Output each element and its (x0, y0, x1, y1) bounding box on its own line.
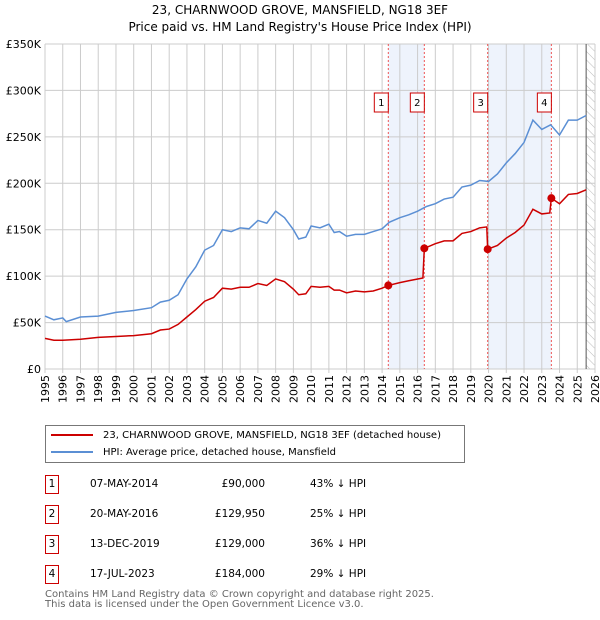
chart-title: 23, CHARNWOOD GROVE, MANSFIELD, NG18 3EF (151, 3, 449, 17)
x-tick-label: 2000 (128, 375, 141, 403)
series-line (44, 189, 587, 341)
y-tick-label: £300K (6, 84, 42, 97)
legend: 23, CHARNWOOD GROVE, MANSFIELD, NG18 3EF… (45, 425, 465, 463)
sale-point (384, 281, 393, 290)
x-tick-label: 2013 (358, 375, 371, 403)
transaction-hpi: 43% ↓ HPI (310, 478, 367, 490)
x-tick-label: 2004 (199, 375, 212, 403)
legend-label: 23, CHARNWOOD GROVE, MANSFIELD, NG18 3EF… (103, 429, 441, 441)
x-tick-label: 2022 (518, 375, 531, 403)
sale-label-box (536, 92, 552, 113)
x-tick-label: 2025 (571, 375, 584, 403)
sale-label-box (473, 92, 489, 113)
transaction-date: 20-MAY-2016 (90, 508, 159, 520)
x-tick-label: 1998 (92, 375, 105, 403)
sale-label: 2 (414, 98, 420, 109)
x-tick-label: 2019 (465, 375, 478, 403)
sale-point (483, 245, 492, 254)
transaction-number: 2 (45, 505, 59, 524)
y-tick-label: £0 (27, 363, 41, 376)
x-tick-label: 2021 (500, 375, 513, 403)
legend-label: HPI: Average price, detached house, Mans… (103, 446, 336, 458)
legend-item-hpi: HPI: Average price, detached house, Mans… (51, 444, 336, 460)
x-tick-label: 2012 (341, 375, 354, 403)
transaction-hpi: 29% ↓ HPI (310, 568, 367, 580)
x-tick-label: 2024 (554, 375, 567, 403)
chart-subtitle: Price paid vs. HM Land Registry's House … (128, 20, 472, 34)
sale-label: 1 (378, 98, 384, 109)
transaction-hpi: 36% ↓ HPI (310, 538, 367, 550)
transaction-row: 3 13-DEC-2019 £129,000 36% ↓ HPI (45, 535, 465, 555)
footer-line: Contains HM Land Registry data © Crown c… (45, 589, 434, 600)
sale-label-box (409, 92, 425, 113)
transaction-row: 1 07-MAY-2014 £90,000 43% ↓ HPI (45, 475, 465, 495)
x-tick-label: 2026 (589, 375, 600, 403)
x-tick-label: 1997 (74, 375, 87, 403)
y-tick-label: £50K (13, 317, 42, 330)
x-tick-label: 2016 (412, 375, 425, 403)
y-tick-label: £350K (6, 38, 42, 51)
x-tick-label: 1995 (39, 375, 52, 403)
x-tick-label: 1996 (57, 375, 70, 403)
transaction-number: 1 (45, 475, 59, 494)
transaction-row: 4 17-JUL-2023 £184,000 29% ↓ HPI (45, 565, 465, 585)
x-tick-label: 2007 (252, 375, 265, 403)
footer: Contains HM Land Registry data © Crown c… (45, 590, 434, 610)
x-tick-label: 2015 (394, 375, 407, 403)
sale-label: 3 (477, 98, 483, 109)
footer-line: This data is licensed under the Open Gov… (45, 599, 364, 610)
x-tick-label: 2010 (305, 375, 318, 403)
transaction-price: £184,000 (214, 568, 265, 580)
transaction-number: 4 (45, 565, 59, 584)
x-tick-label: 2023 (536, 375, 549, 403)
transaction-price: £129,950 (214, 508, 265, 520)
legend-swatch-red (51, 434, 93, 436)
x-tick-label: 2018 (447, 375, 460, 403)
transaction-price: £90,000 (221, 478, 265, 490)
y-tick-label: £200K (6, 177, 42, 190)
x-tick-label: 1999 (110, 375, 123, 403)
sale-label: 4 (541, 98, 547, 109)
transaction-date: 17-JUL-2023 (90, 568, 155, 580)
sale-point (420, 244, 429, 253)
legend-item-property: 23, CHARNWOOD GROVE, MANSFIELD, NG18 3EF… (51, 427, 441, 443)
x-tick-label: 2020 (483, 375, 496, 403)
sale-label-box (373, 92, 389, 113)
x-tick-label: 2005 (216, 375, 229, 403)
series-line (44, 114, 587, 323)
transaction-hpi: 25% ↓ HPI (310, 508, 367, 520)
y-tick-label: £150K (6, 224, 42, 237)
forecast-hatch (586, 44, 595, 369)
x-tick-label: 2009 (287, 375, 300, 403)
transaction-price: £129,000 (214, 538, 265, 550)
sale-point (547, 194, 556, 203)
x-tick-label: 2002 (163, 375, 176, 403)
y-tick-label: £100K (6, 270, 42, 283)
y-tick-label: £250K (6, 131, 42, 144)
transaction-date: 13-DEC-2019 (90, 538, 160, 550)
transaction-date: 07-MAY-2014 (90, 478, 159, 490)
legend-swatch-blue (51, 451, 93, 453)
x-tick-label: 2011 (323, 375, 336, 403)
x-tick-label: 2008 (270, 375, 283, 403)
transaction-row: 2 20-MAY-2016 £129,950 25% ↓ HPI (45, 505, 465, 525)
x-tick-label: 2014 (376, 375, 389, 403)
price-chart: 1995 1996 1997 1998 1999 2000 2001 2002 2003 2004… (6, 38, 600, 403)
transaction-number: 3 (45, 535, 59, 554)
x-tick-label: 2006 (234, 375, 247, 403)
x-tick-label: 2017 (429, 375, 442, 403)
x-tick-label: 2001 (145, 375, 158, 403)
x-tick-label: 2003 (181, 375, 194, 403)
